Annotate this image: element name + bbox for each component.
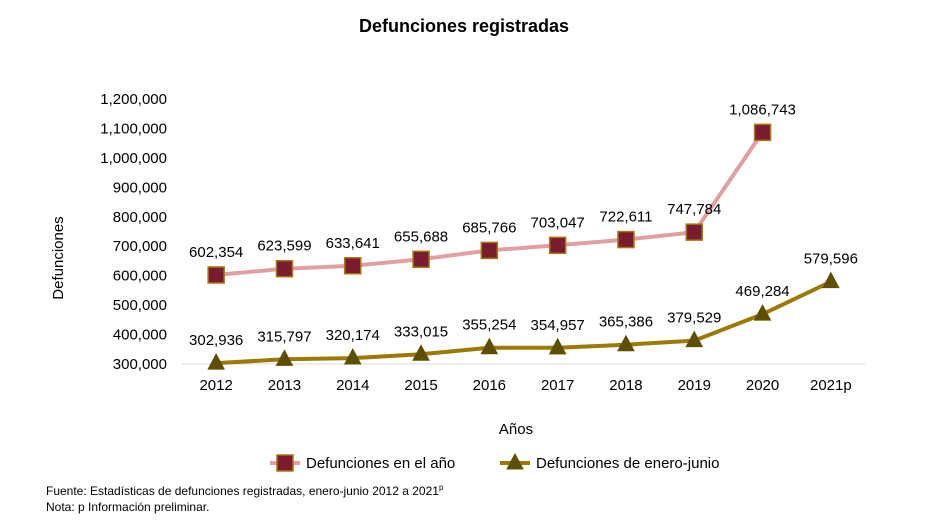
y-tick-label: 600,000 bbox=[113, 268, 167, 285]
preliminary-note: Nota: p Información preliminar. bbox=[46, 500, 210, 514]
data-label: 315,797 bbox=[257, 328, 311, 345]
legend-marker bbox=[276, 454, 294, 472]
data-point-marker bbox=[753, 123, 772, 142]
y-tick-label: 700,000 bbox=[113, 238, 167, 255]
x-tick-label: 2020 bbox=[746, 377, 779, 394]
legend: Defunciones en el año Defunciones de ener… bbox=[270, 452, 719, 472]
data-point-marker bbox=[480, 337, 499, 355]
y-tick-label: 500,000 bbox=[113, 297, 167, 314]
y-tick-label: 300,000 bbox=[113, 356, 167, 373]
data-point-marker bbox=[412, 250, 430, 269]
data-point-marker bbox=[548, 236, 567, 255]
data-point-marker bbox=[480, 241, 499, 260]
data-point-marker bbox=[207, 353, 225, 370]
data-label: 655,688 bbox=[394, 228, 448, 245]
series-line-2 bbox=[216, 279, 832, 366]
data-label: 685,766 bbox=[462, 219, 516, 236]
data-point-marker bbox=[617, 334, 635, 352]
data-label: 623,599 bbox=[257, 238, 311, 255]
x-tick-label: 2016 bbox=[473, 377, 506, 394]
y-tick-label: 400,000 bbox=[113, 327, 167, 344]
y-tick-label: 900,000 bbox=[113, 179, 167, 196]
data-point-marker bbox=[343, 347, 362, 365]
source-note-superscript: p bbox=[438, 483, 444, 492]
x-tick-label: 2019 bbox=[678, 377, 711, 394]
data-point-marker bbox=[275, 349, 294, 366]
data-label: 355,254 bbox=[462, 317, 516, 334]
legend-label: Defunciones de enero-junio bbox=[536, 455, 719, 472]
data-point-marker bbox=[753, 304, 772, 321]
x-tick-label: 2017 bbox=[541, 377, 574, 394]
data-label: 722,611 bbox=[599, 209, 652, 226]
x-tick-label: 2018 bbox=[609, 377, 642, 394]
data-label: 333,015 bbox=[394, 323, 448, 340]
data-label: 379,529 bbox=[667, 310, 721, 327]
x-tick-label: 2014 bbox=[336, 377, 369, 394]
y-tick-label: 800,000 bbox=[113, 209, 167, 226]
x-tick-label: 2021p bbox=[810, 377, 852, 394]
data-label: 703,047 bbox=[531, 214, 585, 231]
data-label: 747,784 bbox=[667, 201, 721, 218]
y-tick-label: 1,000,000 bbox=[100, 150, 167, 167]
data-label: 602,354 bbox=[189, 244, 243, 261]
x-tick-label: 2013 bbox=[268, 377, 301, 394]
y-tick-label: 1,100,000 bbox=[100, 120, 167, 137]
data-point-marker bbox=[548, 337, 567, 355]
y-tick-label: 1,200,000 bbox=[100, 91, 167, 108]
data-point-marker bbox=[822, 271, 840, 289]
data-point-marker bbox=[275, 259, 294, 278]
data-label: 579,596 bbox=[804, 251, 858, 268]
data-label: 469,284 bbox=[735, 283, 789, 300]
data-point-marker bbox=[617, 230, 635, 249]
x-axis-title: Años bbox=[499, 421, 533, 438]
legend-label: Defunciones en el año bbox=[306, 455, 455, 472]
data-label: 365,386 bbox=[599, 314, 653, 331]
data-label: 320,174 bbox=[326, 327, 380, 344]
legend-marker bbox=[506, 452, 524, 470]
x-tick-label: 2015 bbox=[404, 377, 437, 394]
data-label: 302,936 bbox=[189, 332, 243, 349]
y-axis-title: Defunciones bbox=[50, 216, 67, 299]
data-label: 354,957 bbox=[531, 317, 585, 334]
data-label: 633,641 bbox=[326, 235, 380, 252]
data-point-marker bbox=[207, 266, 225, 284]
source-note: Fuente: Estadísticas de defunciones regi… bbox=[46, 483, 444, 498]
data-point-marker bbox=[412, 344, 430, 361]
x-tick-label: 2012 bbox=[199, 377, 232, 394]
data-point-marker bbox=[685, 223, 703, 241]
chart-title: Defunciones registradas bbox=[358, 16, 570, 36]
data-label: 1,086,743 bbox=[729, 101, 796, 118]
data-point-marker bbox=[685, 330, 704, 348]
data-point-marker bbox=[344, 257, 362, 275]
